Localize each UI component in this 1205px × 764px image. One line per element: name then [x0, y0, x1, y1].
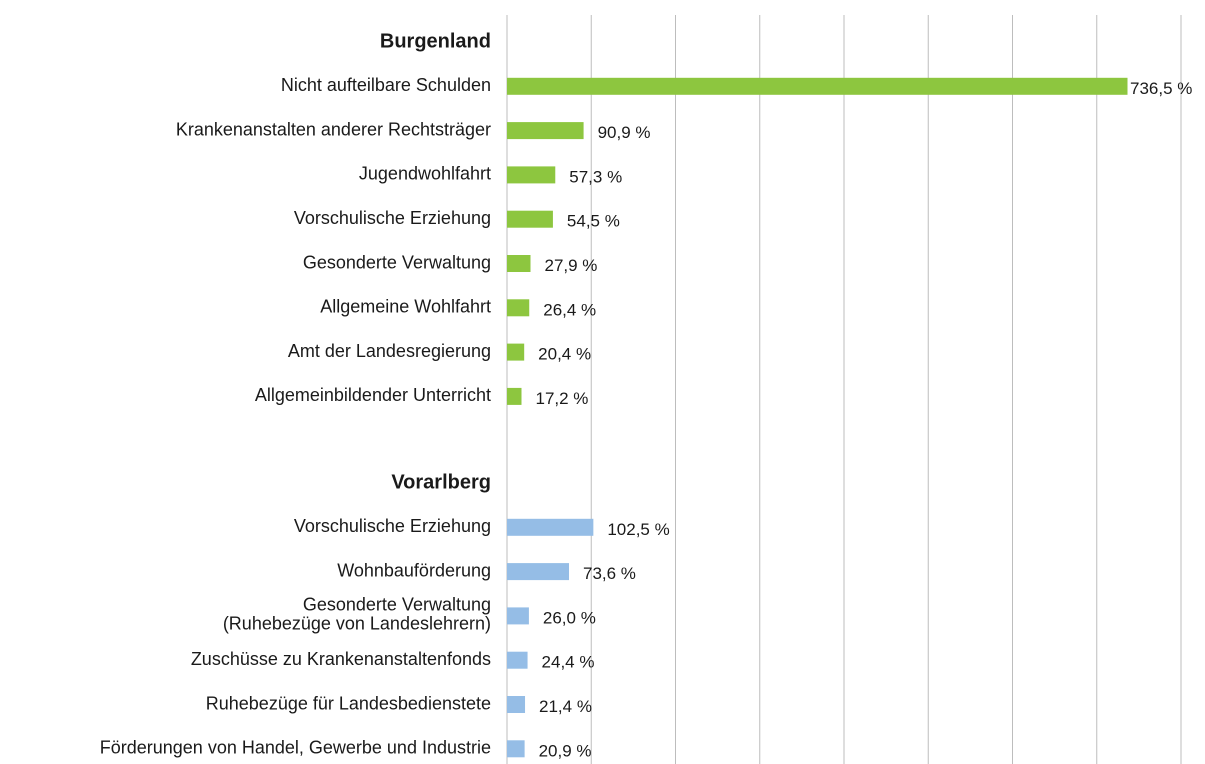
- value-label: 736,5 %: [1130, 79, 1192, 98]
- bar: [507, 651, 528, 669]
- value-label: 73,6 %: [583, 564, 636, 583]
- value-label: 54,5 %: [567, 212, 620, 231]
- bar: [507, 740, 525, 758]
- category-label: Vorschulische Erziehung: [294, 208, 491, 228]
- category-label: (Ruhebezüge von Landeslehrern): [223, 614, 491, 634]
- bar: [507, 343, 525, 361]
- value-label: 27,9 %: [545, 256, 598, 275]
- bar: [507, 166, 556, 184]
- bar: [507, 210, 553, 228]
- value-label: 26,0 %: [543, 608, 596, 627]
- category-label: Vorschulische Erziehung: [294, 516, 491, 536]
- value-label: 20,9 %: [539, 741, 592, 760]
- value-label: 21,4 %: [539, 697, 592, 716]
- bar: [507, 255, 531, 272]
- category-label: Ruhebezüge für Landesbedienstete: [206, 693, 491, 713]
- bar: [507, 77, 1128, 95]
- category-label: Förderungen von Handel, Gewerbe und Indu…: [100, 738, 491, 758]
- group-title: Vorarlberg: [391, 471, 491, 493]
- bar: [507, 607, 529, 625]
- category-label: Nicht aufteilbare Schulden: [281, 75, 491, 95]
- value-label: 20,4 %: [538, 345, 591, 364]
- category-label: Allgemeinbildender Unterricht: [255, 385, 491, 405]
- group-title: Burgenland: [380, 30, 491, 52]
- category-label: Allgemeine Wohlfahrt: [320, 297, 491, 317]
- bar: [507, 563, 570, 581]
- bar: [507, 387, 522, 405]
- value-label: 17,2 %: [535, 389, 588, 408]
- value-label: 26,4 %: [543, 300, 596, 319]
- value-label: 102,5 %: [607, 520, 669, 539]
- bar: [507, 299, 530, 317]
- value-label: 57,3 %: [569, 167, 622, 186]
- category-label: Wohnbauförderung: [337, 560, 491, 580]
- bar: [507, 122, 584, 140]
- category-label: Zuschüsse zu Krankenanstaltenfonds: [191, 649, 491, 669]
- bar: [507, 518, 594, 536]
- category-label: Gesonderte Verwaltung: [303, 252, 491, 272]
- category-label: Amt der Landesregierung: [288, 341, 491, 361]
- value-label: 90,9 %: [598, 123, 651, 142]
- category-label: Jugendwohlfahrt: [359, 164, 491, 184]
- category-label: Krankenanstalten anderer Rechtsträger: [176, 119, 491, 139]
- value-label: 24,4 %: [542, 653, 595, 672]
- bar: [507, 696, 526, 713]
- category-label: Gesonderte Verwaltung: [303, 595, 491, 615]
